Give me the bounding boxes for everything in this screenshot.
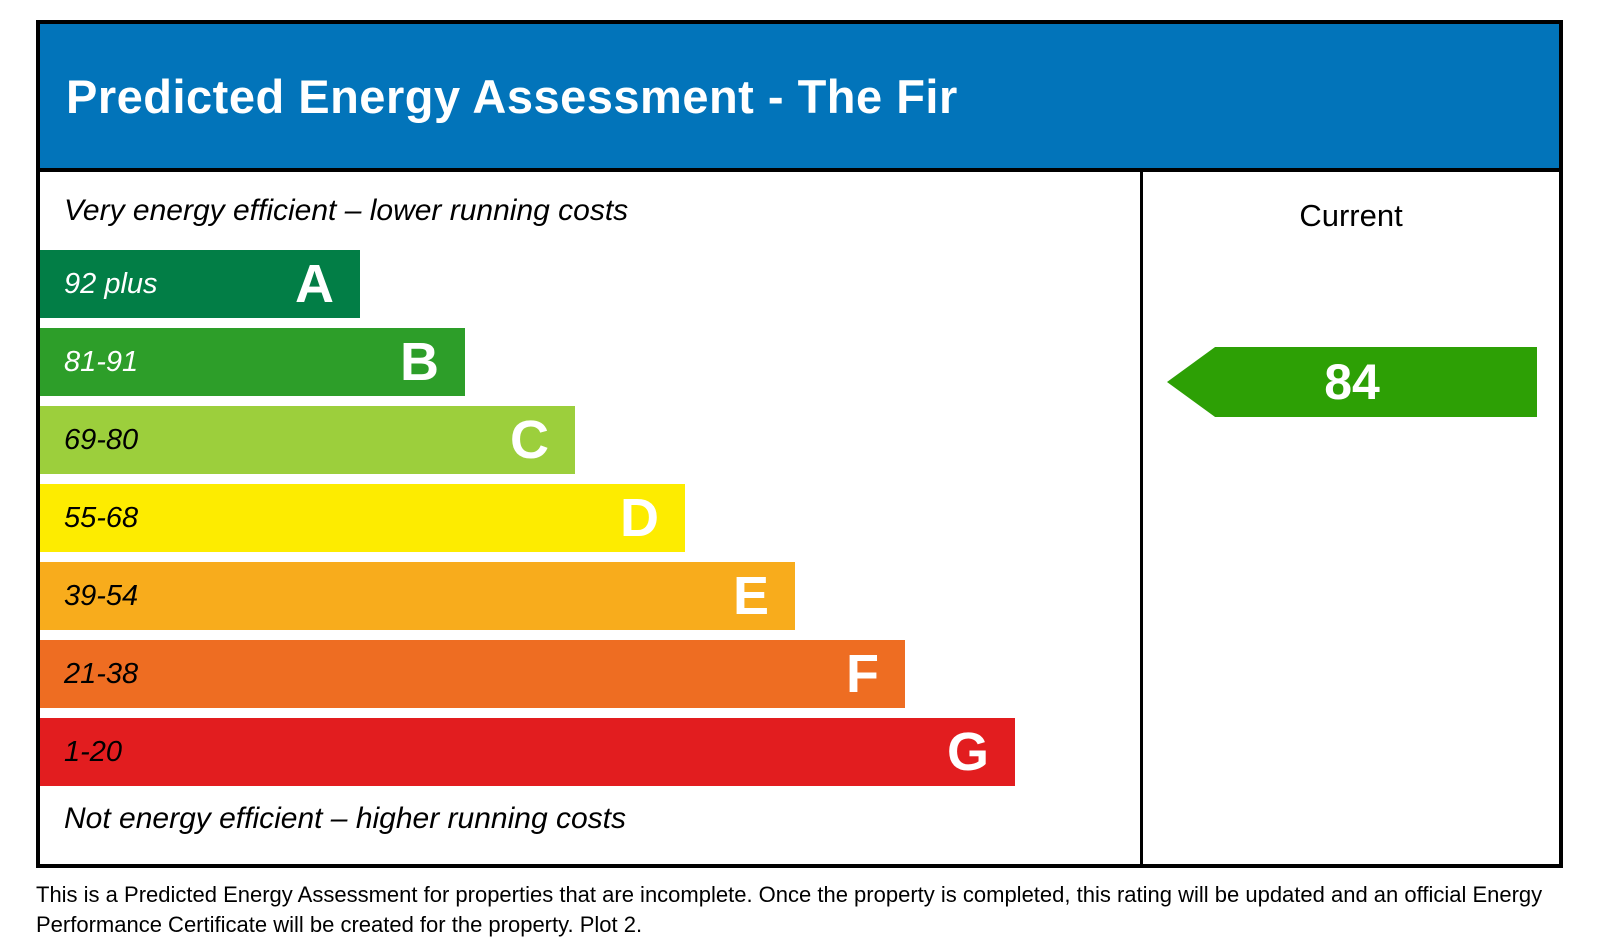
rating-band-row: 55-68 D (40, 484, 685, 552)
rating-band-row: 69-80 C (40, 406, 575, 474)
current-rating-arrow-icon: 84 (1167, 347, 1537, 417)
epc-certificate: Predicted Energy Assessment - The Fir Ve… (36, 20, 1563, 868)
band-range-label: 55-68 (64, 501, 139, 534)
bands-container: 92 plus A 81-91 B 69-80 C 55-68 D 39-54 … (40, 250, 1140, 786)
band-letter-label: D (620, 488, 659, 548)
footer-note: This is a Predicted Energy Assessment fo… (36, 882, 1543, 937)
rating-band-row: 1-20 G (40, 718, 1015, 786)
band-letter-label: A (295, 254, 334, 314)
band-range-label: 69-80 (64, 423, 139, 456)
band-letter-label: B (400, 332, 439, 392)
band-range-label: 81-91 (64, 345, 139, 378)
top-caption: Very energy efficient – lower running co… (64, 194, 629, 227)
band-range-label: 92 plus (64, 267, 158, 300)
page-title: Predicted Energy Assessment - The Fir (66, 69, 958, 123)
rating-band-row: 92 plus A (40, 250, 360, 318)
current-column-header: Current (1299, 198, 1403, 233)
rating-band-row: 81-91 B (40, 328, 465, 396)
band-range-label: 1-20 (64, 735, 123, 768)
band-range-label: 21-38 (64, 657, 139, 690)
band-range-label: 39-54 (64, 579, 139, 612)
rating-band-row: 21-38 F (40, 640, 905, 708)
current-column: Current 84 (1143, 172, 1559, 864)
epc-body: Very energy efficient – lower running co… (40, 172, 1559, 864)
band-letter-label: F (846, 644, 879, 704)
epc-title-bar: Predicted Energy Assessment - The Fir (40, 24, 1559, 172)
current-rating-value: 84 (1324, 354, 1380, 410)
band-letter-label: G (946, 722, 989, 782)
band-letter-label: C (510, 410, 549, 470)
rating-band-row: 39-54 E (40, 562, 795, 630)
bottom-caption: Not energy efficient – higher running co… (64, 802, 626, 835)
band-letter-label: E (732, 566, 769, 626)
rating-scale-panel: Very energy efficient – lower running co… (40, 172, 1143, 864)
